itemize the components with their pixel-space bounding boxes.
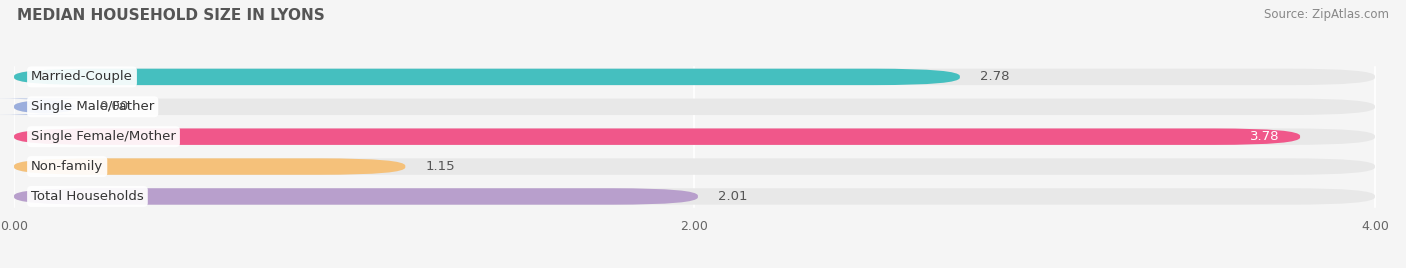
Text: 1.15: 1.15	[426, 160, 456, 173]
FancyBboxPatch shape	[14, 158, 405, 175]
FancyBboxPatch shape	[14, 99, 1375, 115]
FancyBboxPatch shape	[0, 99, 98, 115]
Text: 2.01: 2.01	[718, 190, 748, 203]
Text: 3.78: 3.78	[1250, 130, 1279, 143]
Text: Single Female/Mother: Single Female/Mother	[31, 130, 176, 143]
FancyBboxPatch shape	[14, 69, 1375, 85]
FancyBboxPatch shape	[14, 69, 960, 85]
FancyBboxPatch shape	[14, 128, 1301, 145]
Text: 0.00: 0.00	[98, 100, 128, 113]
Text: 2.78: 2.78	[980, 70, 1010, 83]
Text: Non-family: Non-family	[31, 160, 103, 173]
FancyBboxPatch shape	[14, 188, 697, 205]
FancyBboxPatch shape	[14, 158, 1375, 175]
Text: MEDIAN HOUSEHOLD SIZE IN LYONS: MEDIAN HOUSEHOLD SIZE IN LYONS	[17, 8, 325, 23]
Text: Married-Couple: Married-Couple	[31, 70, 134, 83]
FancyBboxPatch shape	[14, 128, 1375, 145]
Text: Source: ZipAtlas.com: Source: ZipAtlas.com	[1264, 8, 1389, 21]
Text: Single Male/Father: Single Male/Father	[31, 100, 155, 113]
FancyBboxPatch shape	[14, 188, 1375, 205]
Text: Total Households: Total Households	[31, 190, 143, 203]
